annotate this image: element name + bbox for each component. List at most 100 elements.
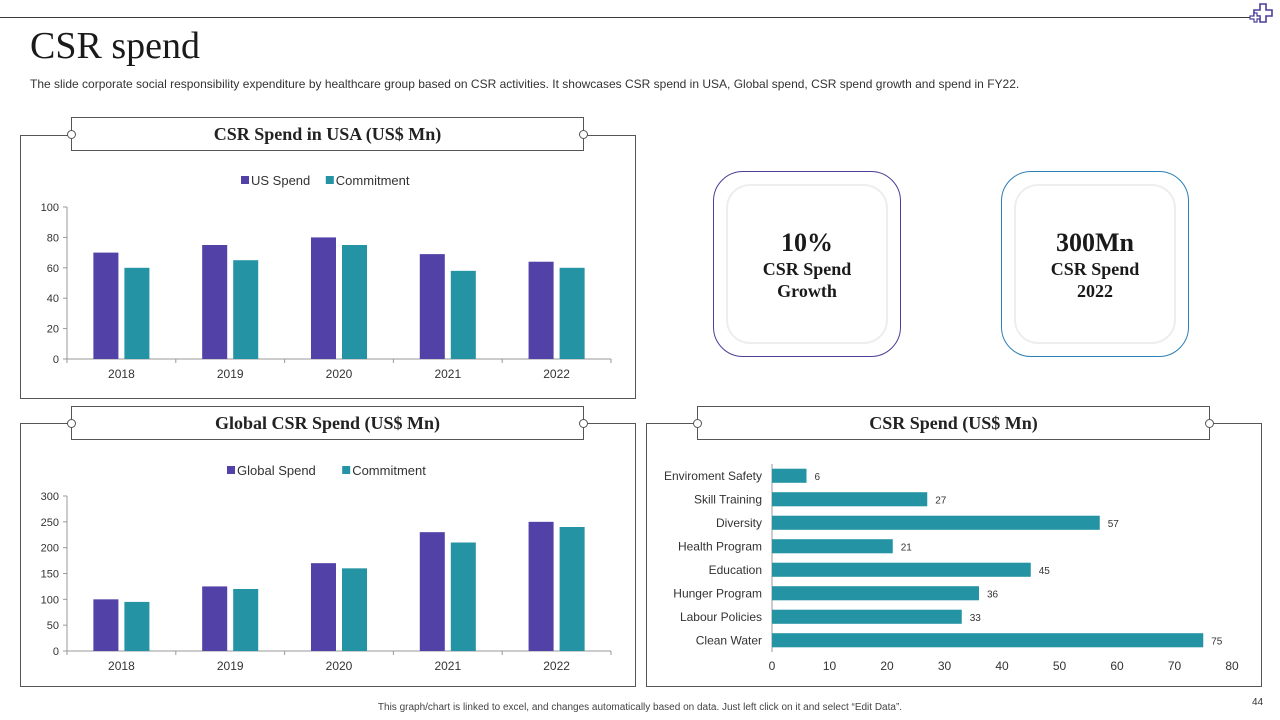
footer-note: This graph/chart is linked to excel, and… [377, 702, 903, 713]
header-knob-left [67, 419, 76, 428]
header-knob-right [1205, 419, 1214, 428]
x-tick-label: 2021 [434, 659, 461, 673]
legend-swatch [241, 176, 249, 184]
bar [310, 563, 336, 651]
data-label: 33 [970, 613, 982, 624]
x-tick-label: 2020 [326, 659, 353, 673]
kpi-label: CSR Spend 2022 [1050, 259, 1140, 301]
x-tick-label: 2019 [217, 367, 244, 381]
x-tick-label: 2018 [108, 659, 135, 673]
bar [310, 237, 336, 359]
category-label: Labour Policies [680, 610, 762, 624]
bar [93, 599, 119, 651]
legend-label: Commitment [336, 173, 410, 188]
x-tick-label: 10 [823, 659, 837, 673]
kpi-card-growth: 10% CSR Spend Growth [713, 171, 901, 357]
slide-subtitle: The slide corporate social responsibilit… [30, 77, 1020, 91]
bar [772, 609, 962, 624]
x-tick-label: 2018 [108, 367, 135, 381]
category-label: Hunger Program [673, 586, 762, 600]
x-tick-label: 2020 [326, 367, 353, 381]
kpi-value: 300Mn [1056, 228, 1134, 257]
activity-chart-panel[interactable]: 0 10 20 30 40 50 60 70 80 Enviroment Safety 6 Skill… [646, 423, 1262, 687]
global-chart-title: Global CSR Spend (US$ Mn) [71, 406, 584, 440]
data-label: 45 [1039, 566, 1051, 577]
kpi-card-inner [726, 184, 888, 344]
data-label: 27 [935, 495, 947, 506]
header-knob-left [693, 419, 702, 428]
x-tick-label: 20 [880, 659, 894, 673]
y-tick-label: 80 [47, 232, 59, 244]
usa-chart-title: CSR Spend in USA (US$ Mn) [71, 117, 584, 151]
kpi-content: 10% CSR Spend Growth [714, 228, 900, 302]
category-label: Clean Water [696, 633, 762, 647]
kpi-content: 300Mn CSR Spend 2022 [1002, 228, 1188, 302]
bar [124, 601, 150, 651]
bar [419, 532, 445, 651]
bar [233, 589, 259, 651]
x-tick-label: 80 [1225, 659, 1239, 673]
header-knob-right [579, 130, 588, 139]
bar [772, 586, 979, 601]
x-tick-label: 60 [1110, 659, 1124, 673]
category-label: Diversity [716, 516, 762, 530]
x-tick-label: 2021 [434, 367, 461, 381]
legend-swatch [342, 466, 351, 474]
bar [419, 254, 445, 359]
bar [772, 562, 1031, 577]
bar [202, 586, 228, 651]
legend-swatch [325, 176, 334, 184]
legend-label: Commitment [352, 463, 426, 478]
x-tick-label: 0 [769, 659, 776, 673]
y-tick-label: 100 [41, 594, 59, 606]
legend-label: Global Spend [237, 463, 316, 478]
kpi-card-spend-2022: 300Mn CSR Spend 2022 [1001, 171, 1189, 357]
global-chart-panel[interactable]: Global Spend Commitment 0 50 100 150 200 250 300… [20, 423, 636, 687]
legend-label: US Spend [251, 173, 310, 188]
slide-title: CSR spend [30, 25, 200, 67]
x-tick-label: 30 [938, 659, 952, 673]
usa-chart-panel[interactable]: US Spend Commitment 0 20 40 60 80 100 2018 2019 20… [20, 135, 636, 399]
kpi-value: 10% [781, 228, 833, 257]
activity-hbar-chart[interactable]: 0 10 20 30 40 50 60 70 80 Enviroment Safety 6 Skill… [647, 424, 1261, 686]
bar [528, 261, 554, 359]
y-tick-label: 40 [47, 293, 59, 305]
bar [559, 527, 585, 651]
page-number: 44 [1252, 697, 1264, 708]
x-tick-label: 40 [995, 659, 1009, 673]
y-tick-label: 50 [47, 620, 59, 632]
kpi-label: CSR Spend Growth [762, 259, 852, 301]
bar [772, 492, 928, 507]
y-tick-label: 250 [41, 517, 59, 529]
usa-bar-chart[interactable]: US Spend Commitment 0 20 40 60 80 100 2018 2019 20… [21, 136, 635, 398]
bar [559, 267, 585, 359]
bar [772, 515, 1100, 530]
bar [450, 270, 476, 359]
header-knob-left [67, 130, 76, 139]
data-label: 57 [1108, 519, 1120, 530]
bar [528, 521, 554, 651]
y-tick-label: 150 [41, 569, 59, 581]
bar [450, 542, 476, 651]
data-label: 75 [1211, 636, 1223, 647]
y-tick-label: 0 [53, 354, 59, 366]
x-tick-label: 2019 [217, 659, 244, 673]
category-label: Education [709, 563, 762, 577]
bar [342, 568, 368, 651]
x-tick-label: 2022 [543, 659, 570, 673]
activity-chart-title: CSR Spend (US$ Mn) [697, 406, 1210, 440]
y-tick-label: 300 [41, 491, 59, 503]
y-tick-label: 200 [41, 543, 59, 555]
data-label: 36 [987, 589, 999, 600]
bar [772, 468, 807, 483]
category-label: Skill Training [694, 492, 762, 506]
global-bar-chart[interactable]: Global Spend Commitment 0 50 100 150 200 250 300… [21, 424, 635, 686]
x-tick-label: 50 [1053, 659, 1067, 673]
data-label: 21 [901, 542, 913, 553]
bar [124, 267, 150, 359]
bar [233, 260, 259, 359]
plus-logo-icon [1249, 3, 1273, 23]
top-rule [0, 17, 1252, 18]
kpi-card-inner [1014, 184, 1176, 344]
y-tick-label: 20 [47, 324, 59, 336]
